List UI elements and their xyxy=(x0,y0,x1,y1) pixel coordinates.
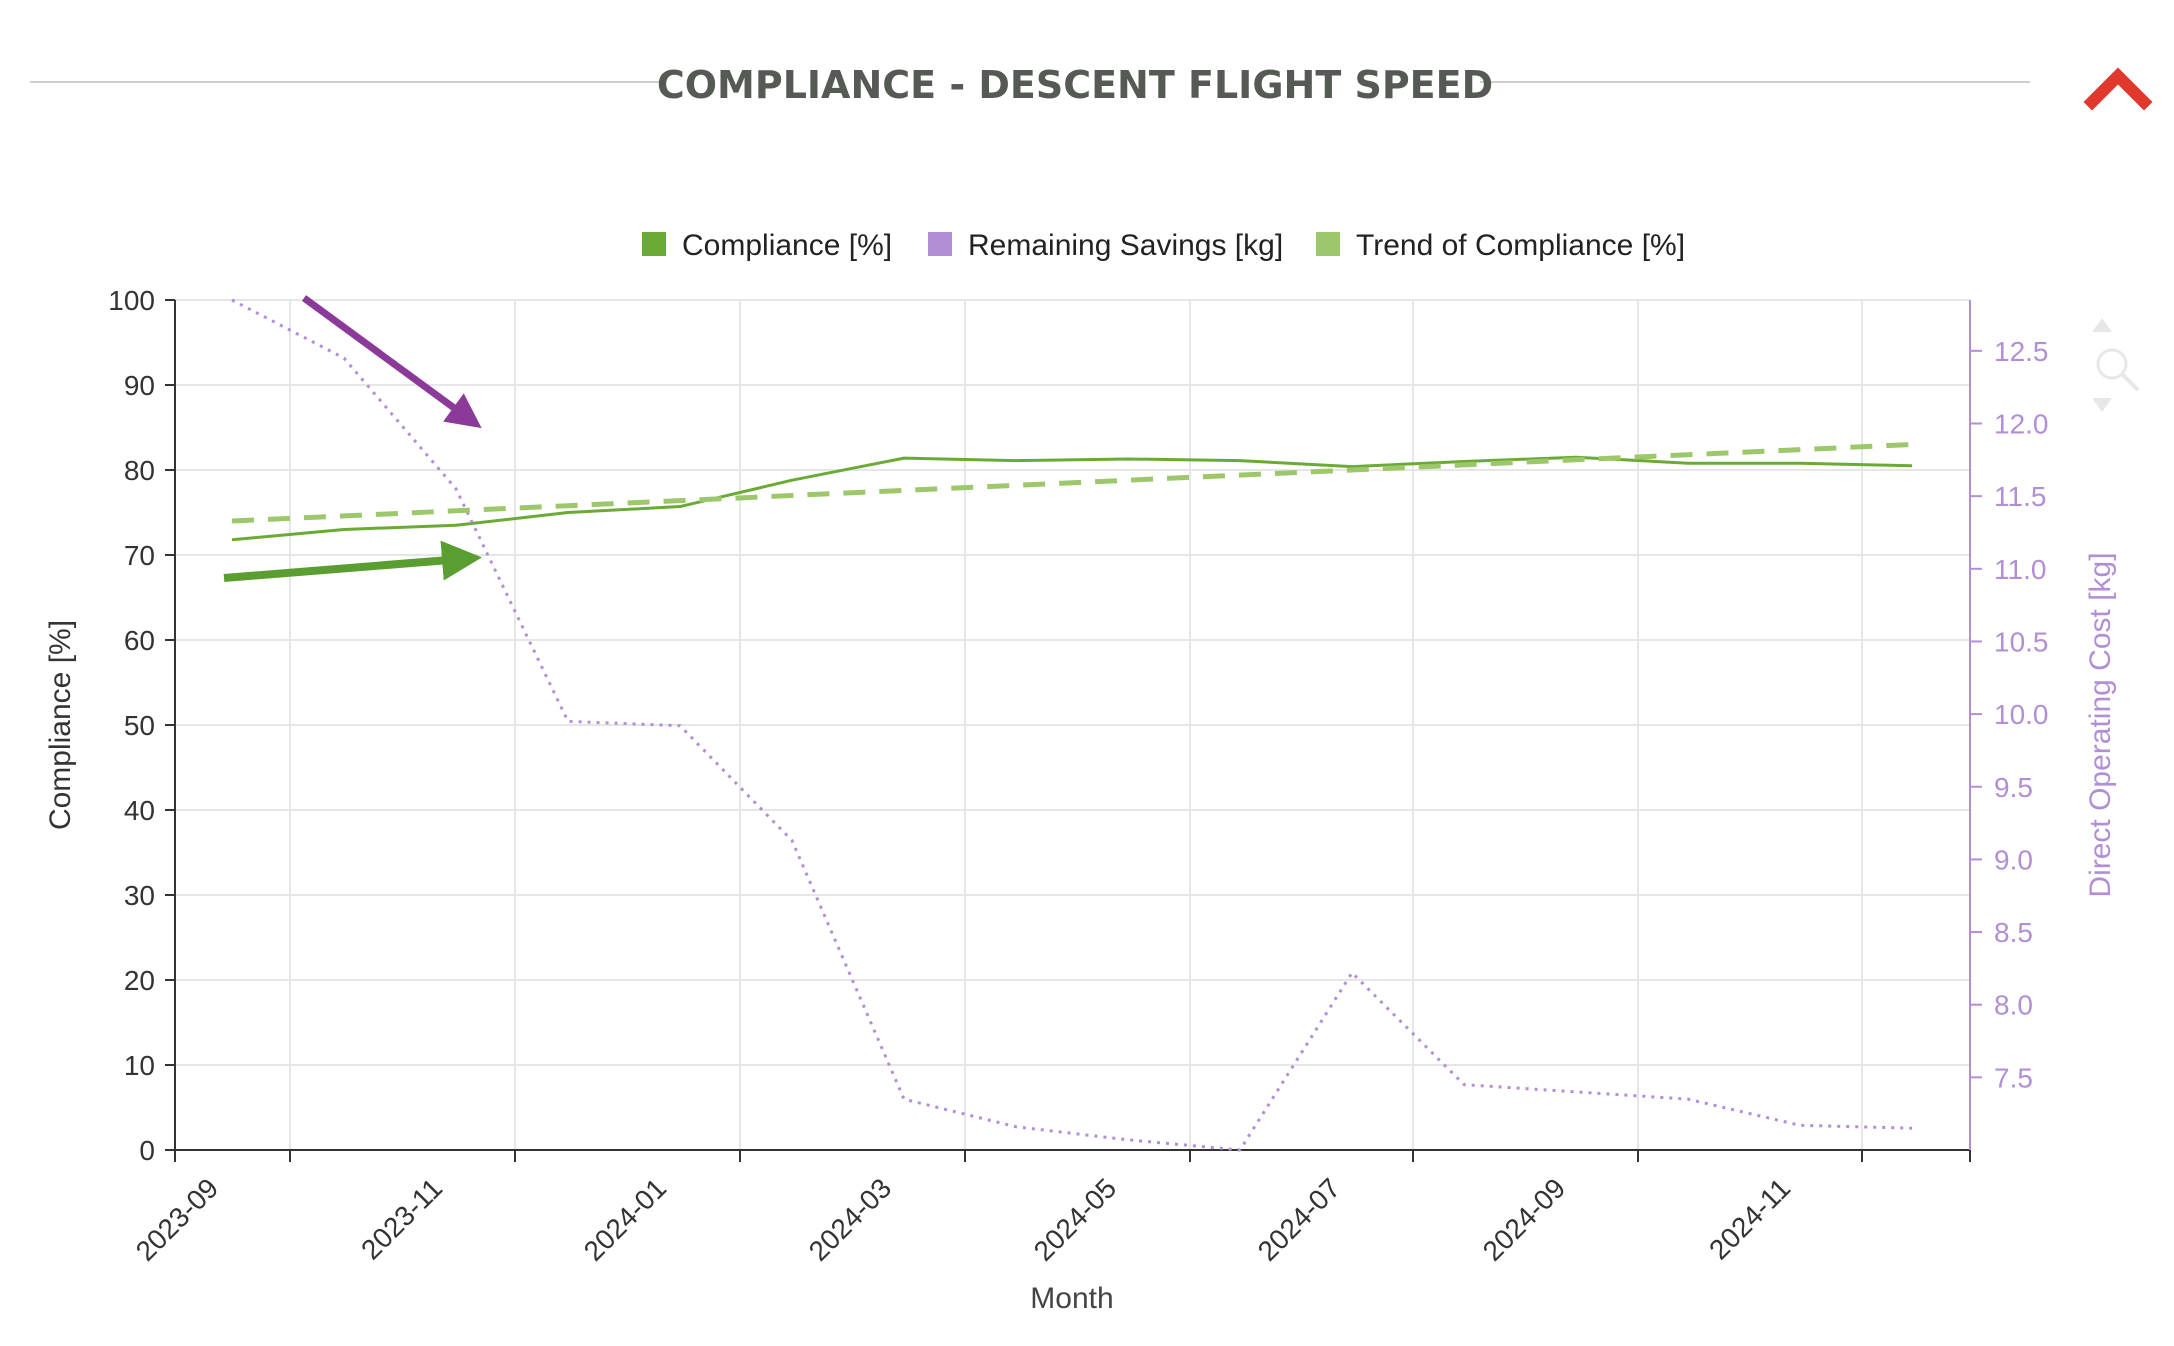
legend-swatch xyxy=(1316,232,1340,256)
legend-item-2[interactable]: Trend of Compliance [%] xyxy=(1316,229,1685,262)
x-tick-label: 2024-07 xyxy=(1252,1172,1347,1267)
x-tick-label: 2024-05 xyxy=(1028,1172,1123,1267)
y-axis-title: Compliance [%] xyxy=(44,620,77,830)
legend-item-0[interactable]: Compliance [%] xyxy=(642,229,892,262)
y2-tick-label: 8.0 xyxy=(1994,990,2033,1021)
y2-tick-label: 12.0 xyxy=(1994,409,2049,440)
y2-tick-label: 7.5 xyxy=(1994,1062,2033,1093)
zoom-down-arrow xyxy=(2092,398,2112,412)
y-tick-label: 30 xyxy=(124,880,155,911)
zoom-handle xyxy=(2120,372,2140,392)
x-tick-label: 2024-09 xyxy=(1477,1172,1572,1267)
zoom-tool[interactable] xyxy=(2092,318,2140,412)
legend-label: Trend of Compliance [%] xyxy=(1356,229,1685,262)
y2-tick-label: 9.0 xyxy=(1994,844,2033,875)
zoom-icon xyxy=(2096,348,2128,380)
x-tick-label: 2023-11 xyxy=(355,1172,448,1265)
chart-title: COMPLIANCE - DESCENT FLIGHT SPEED xyxy=(657,63,1493,107)
y-tick-label: 10 xyxy=(124,1050,155,1081)
x-axis-title: Month xyxy=(1030,1282,1113,1315)
y-tick-label: 60 xyxy=(124,625,155,656)
y2-tick-label: 11.5 xyxy=(1994,481,2046,512)
chevron-up-icon xyxy=(2083,67,2153,111)
series-line-2 xyxy=(231,442,1913,524)
y-tick-label: 90 xyxy=(124,370,155,401)
series-line-0 xyxy=(231,455,1913,542)
y2-tick-label: 10.5 xyxy=(1994,626,2049,657)
legend-swatch xyxy=(928,232,952,256)
x-tick-label: 2024-03 xyxy=(803,1172,898,1267)
y2-tick-label: 10.0 xyxy=(1994,699,2049,730)
legend: Compliance [%] Remaining Savings [kg] Tren… xyxy=(642,229,1685,262)
plot-area: 0 10 20 30 40 50 60 70 80 90 100 7.5 8.0 8.5 9.0 9.5 10.… xyxy=(44,285,2117,1315)
x-tick-label: 2024-11 xyxy=(1703,1172,1796,1265)
legend-label: Compliance [%] xyxy=(682,229,892,262)
y-tick-label: 50 xyxy=(124,710,155,741)
annotation-arrow-purple xyxy=(301,295,482,429)
y2-tick-label: 8.5 xyxy=(1994,917,2033,948)
grid xyxy=(175,299,1970,1151)
y-tick-label: 70 xyxy=(124,540,155,571)
chart-header: COMPLIANCE - DESCENT FLIGHT SPEED xyxy=(30,63,2153,111)
y2-axis-title: Direct Operating Cost [kg] xyxy=(2084,552,2117,897)
y-tick-label: 0 xyxy=(139,1135,155,1166)
zoom-up-arrow xyxy=(2092,318,2112,332)
legend-label: Remaining Savings [kg] xyxy=(968,229,1283,262)
x-tick-label: 2023-09 xyxy=(130,1172,225,1267)
annotation-arrow-green xyxy=(223,540,482,582)
legend-item-1[interactable]: Remaining Savings [kg] xyxy=(928,229,1283,262)
y2-tick-label: 11.0 xyxy=(1994,554,2046,585)
y-tick-label: 40 xyxy=(124,795,155,826)
y-tick-label: 100 xyxy=(108,285,155,316)
y2-tick-label: 12.5 xyxy=(1994,336,2049,367)
y-tick-label: 80 xyxy=(124,455,155,486)
legend-swatch xyxy=(642,232,666,256)
x-tick-label: 2024-01 xyxy=(578,1172,673,1267)
collapse-button[interactable] xyxy=(2083,67,2153,111)
y-tick-label: 20 xyxy=(124,965,155,996)
y2-tick-label: 9.5 xyxy=(1994,772,2033,803)
